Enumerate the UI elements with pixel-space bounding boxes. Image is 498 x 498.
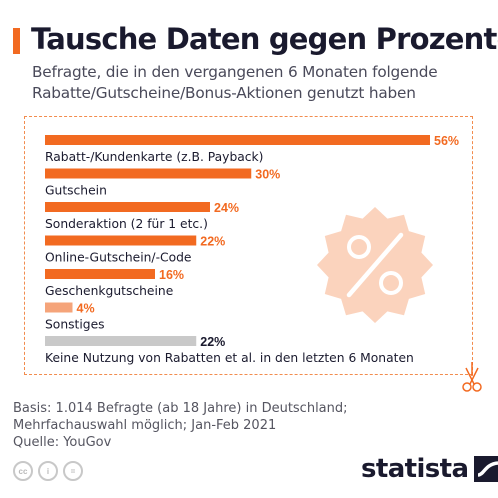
bar-7 <box>45 336 197 346</box>
category-label-5: Geschenkgutscheine <box>45 284 173 298</box>
statista-mark-icon <box>474 456 498 482</box>
value-label-6: 4% <box>77 302 95 316</box>
no-derivatives-icon[interactable]: = <box>63 461 83 481</box>
footnotes: Basis: 1.014 Befragte (ab 18 Jahre) in D… <box>13 400 348 451</box>
bar-6 <box>45 302 73 313</box>
category-label-1: Rabatt-/Kundenkarte (z.B. Payback) <box>45 150 263 164</box>
category-label-4: Online-Gutschein/-Code <box>45 251 192 265</box>
category-label-2: Gutschein <box>45 184 107 198</box>
title-accent-bar <box>13 28 20 54</box>
category-label-7: Keine Nutzung von Rabatten et al. in den… <box>45 351 414 365</box>
chart-panel: 56% Rabatt-/Kundenkarte (z.B. Payback) 30%… <box>24 116 473 375</box>
cc-icon[interactable]: cc <box>13 461 33 481</box>
bar-chart: 56% Rabatt-/Kundenkarte (z.B. Payback) 30%… <box>45 134 459 365</box>
percent-slash <box>346 232 404 298</box>
brand-wordmark: statista <box>361 454 469 484</box>
license-icons: cc i = <box>13 461 83 481</box>
value-label-2: 30% <box>255 168 280 182</box>
category-label-3: Sonderaktion (2 für 1 etc.) <box>45 217 208 231</box>
bars-group: 56% Rabatt-/Kundenkarte (z.B. Payback) 30%… <box>45 134 459 365</box>
basis-note-line2: Mehrfachauswahl möglich; Jan-Feb 2021 <box>13 418 277 433</box>
category-label-6: Sonstiges <box>45 318 105 332</box>
page-title: Tausche Daten gegen Prozente <box>31 22 498 56</box>
bar-2 <box>45 168 252 179</box>
page-subtitle: Befragte, die in den vergangenen 6 Monat… <box>32 63 438 102</box>
scissors-icon <box>462 362 482 392</box>
bar-1 <box>45 135 430 145</box>
source-note: Quelle: YouGov <box>13 435 112 450</box>
value-label-1: 56% <box>434 134 459 148</box>
statista-logo[interactable]: statista <box>361 454 498 484</box>
bar-4 <box>45 235 197 246</box>
basis-note-line1: Basis: 1.014 Befragte (ab 18 Jahre) in D… <box>13 401 348 416</box>
value-label-3: 24% <box>214 201 239 215</box>
percent-dot-bottom <box>379 271 403 295</box>
value-label-7: 22% <box>200 335 225 349</box>
value-label-4: 22% <box>200 235 225 249</box>
value-label-5: 16% <box>159 268 184 282</box>
percent-badge-icon <box>317 207 433 323</box>
attribution-icon[interactable]: i <box>38 461 58 481</box>
bar-3 <box>45 202 210 212</box>
percent-dot-top <box>347 235 371 259</box>
bar-5 <box>45 269 155 279</box>
